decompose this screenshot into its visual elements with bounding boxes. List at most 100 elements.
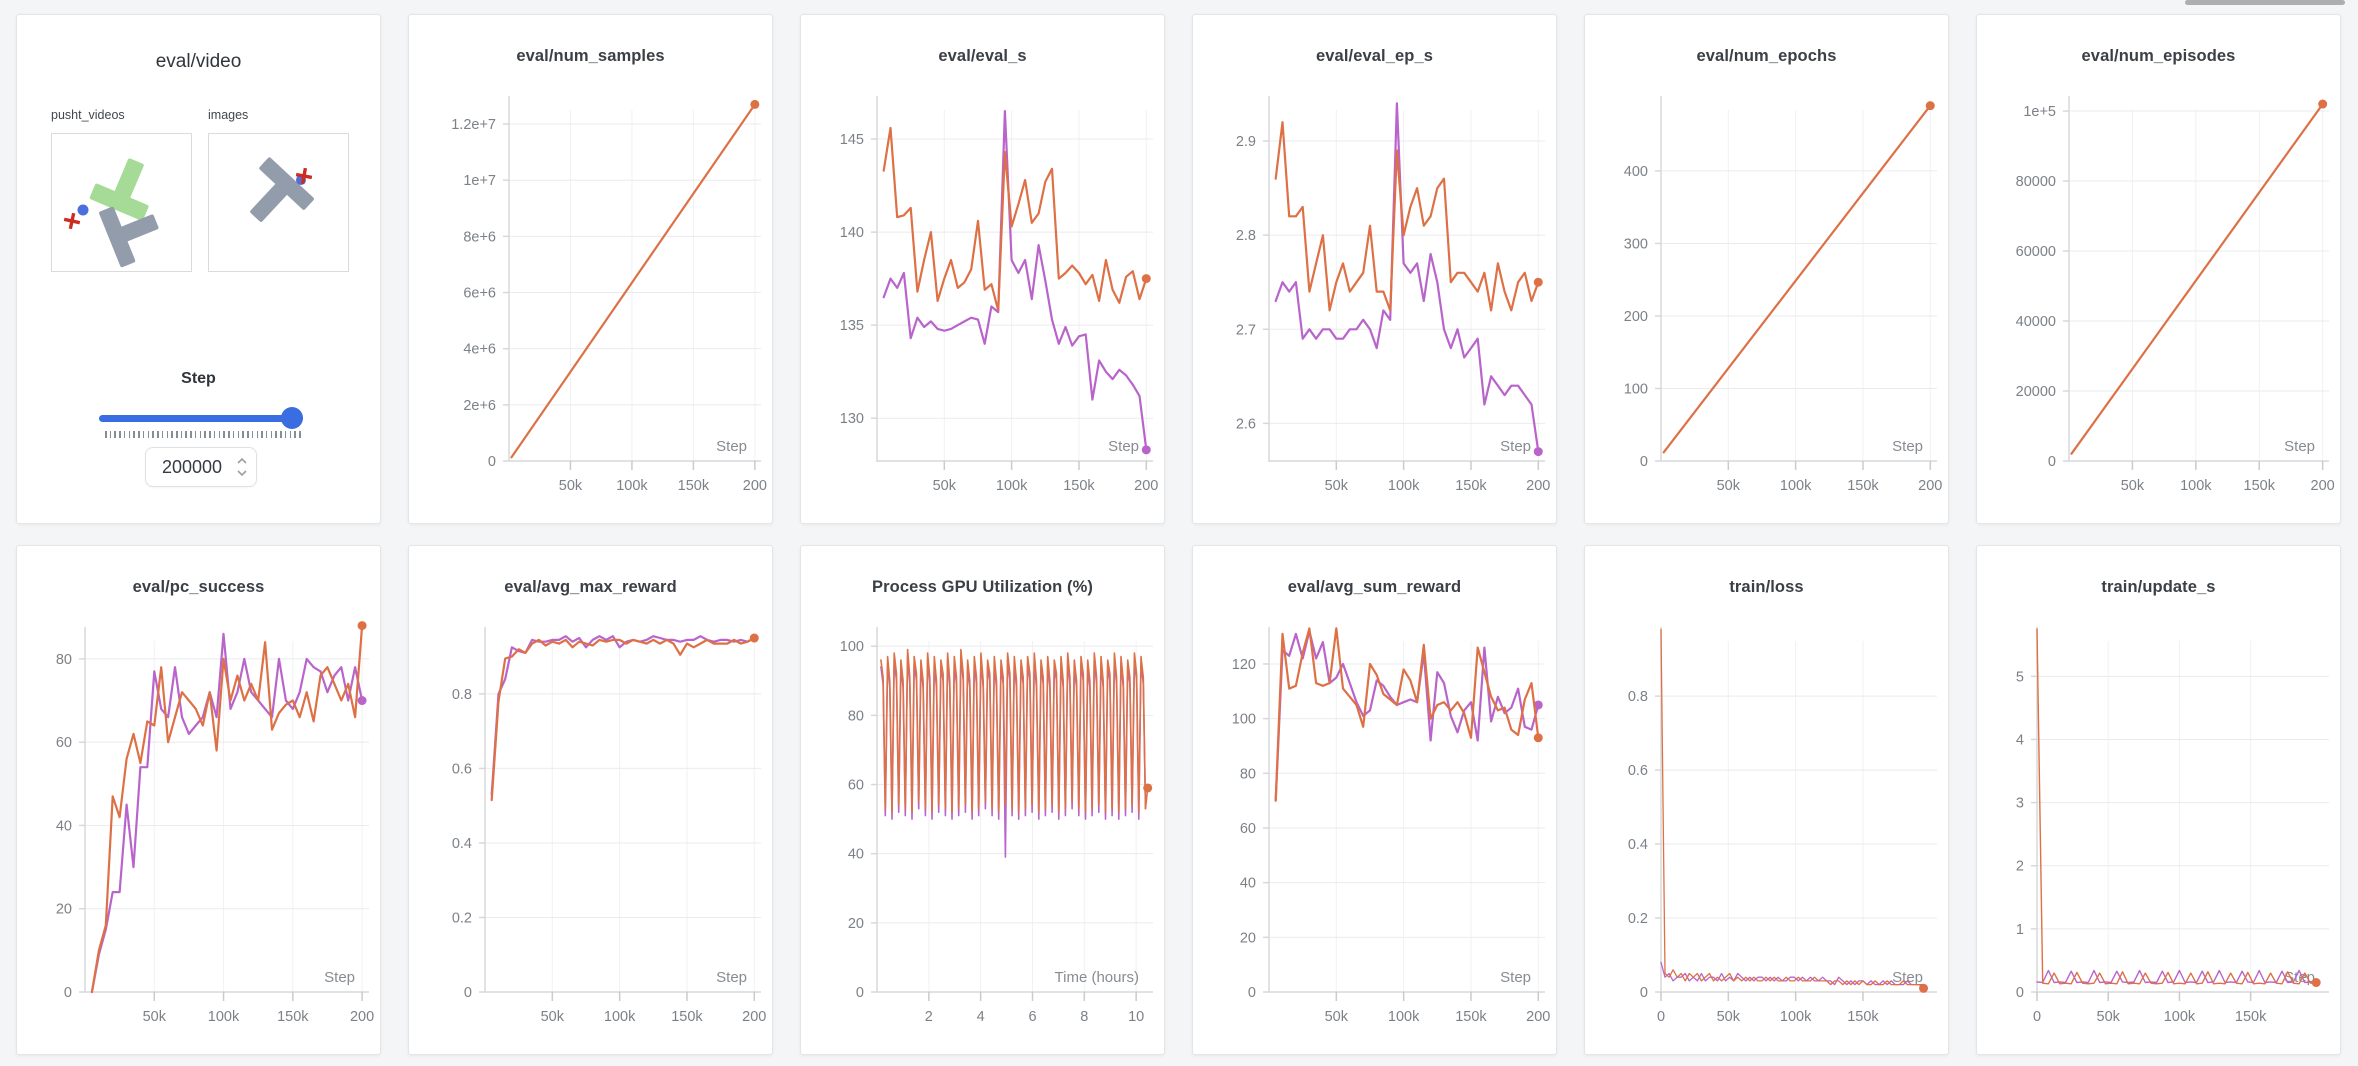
svg-text:50k: 50k [2121, 478, 2145, 494]
panel-eval-num-episodes: eval/num_episodes 0 20000 40000 60000 80000 1… [1976, 14, 2341, 524]
svg-text:50k: 50k [1717, 1009, 1741, 1025]
media-group-label: pusht_videos [51, 108, 125, 122]
line-chart[interactable]: 0 0.2 0.4 0.6 0.8 50k 100k 150k 200 Step [409, 611, 774, 1056]
panel-train-update-s: train/update_s 0 1 2 3 4 5 0 50k 100k 150k Step [1976, 545, 2341, 1055]
svg-text:200: 200 [1624, 309, 1648, 325]
svg-text:5: 5 [2016, 669, 2024, 685]
svg-text:8e+6: 8e+6 [463, 229, 496, 245]
svg-text:8: 8 [1080, 1009, 1088, 1025]
svg-text:Step: Step [1892, 438, 1923, 455]
target-cross [63, 212, 81, 230]
svg-text:1.2e+7: 1.2e+7 [451, 117, 496, 133]
svg-text:200: 200 [2311, 478, 2335, 494]
svg-text:0.6: 0.6 [452, 761, 472, 777]
chart-title: eval/num_samples [516, 47, 665, 65]
svg-text:0: 0 [856, 985, 864, 1001]
svg-text:60000: 60000 [2016, 244, 2056, 260]
svg-text:60: 60 [56, 735, 72, 751]
svg-text:4: 4 [2016, 732, 2024, 748]
svg-text:145: 145 [840, 132, 864, 148]
svg-text:200: 200 [1526, 478, 1550, 494]
svg-text:200: 200 [742, 1009, 766, 1025]
chart-title: train/loss [1729, 578, 1804, 596]
svg-text:150k: 150k [1063, 478, 1095, 494]
stepper-down-icon[interactable] [237, 470, 247, 477]
svg-text:135: 135 [840, 318, 864, 334]
line-chart[interactable]: 0 20 40 60 80 100 120 50k 100k 150k 200 Step [1193, 611, 1558, 1056]
panel-eval-num-epochs: eval/num_epochs 0 100 200 300 400 50k 100k 150k… [1584, 14, 1949, 524]
svg-text:Step: Step [1500, 969, 1531, 986]
chart-title: eval/eval_s [938, 47, 1027, 65]
svg-text:150k: 150k [1455, 1009, 1487, 1025]
svg-text:150k: 150k [1847, 478, 1879, 494]
green-t-shape [89, 158, 149, 221]
line-chart[interactable]: 0 0.2 0.4 0.6 0.8 0 50k 100k 150k Step [1585, 611, 1950, 1056]
svg-text:Step: Step [324, 969, 355, 986]
svg-text:0: 0 [464, 985, 472, 1001]
line-chart[interactable]: 0 20000 40000 60000 80000 1e+5 50k 100k 150k 200 S… [1977, 80, 2342, 525]
svg-text:150k: 150k [277, 1009, 309, 1025]
svg-text:2: 2 [2016, 859, 2024, 875]
step-value[interactable]: 200000 [161, 457, 223, 477]
step-slider[interactable] [99, 407, 303, 431]
svg-text:100: 100 [1232, 712, 1256, 728]
svg-text:4e+6: 4e+6 [463, 342, 496, 358]
svg-text:0: 0 [64, 985, 72, 1001]
svg-text:3: 3 [2016, 796, 2024, 812]
panel-eval-avg-max-reward: eval/avg_max_reward 0 0.2 0.4 0.6 0.8 50k 100k… [408, 545, 773, 1055]
svg-text:20: 20 [1240, 930, 1256, 946]
svg-text:50k: 50k [541, 1009, 565, 1025]
line-chart[interactable]: 0 20 40 60 80 50k 100k 150k 200 Step [17, 611, 382, 1056]
step-slider-handle[interactable] [281, 407, 303, 429]
stepper-up-icon[interactable] [237, 457, 247, 464]
svg-text:0: 0 [2033, 1009, 2041, 1025]
svg-text:0: 0 [1248, 985, 1256, 1001]
line-chart[interactable]: 2.6 2.7 2.8 2.9 50k 100k 150k 200 Step [1193, 80, 1558, 525]
video-thumbnail-pusht[interactable] [51, 133, 192, 272]
svg-text:150k: 150k [671, 1009, 703, 1025]
line-chart[interactable]: 0 20 40 60 80 100 2 4 6 8 10 Time (hours) [801, 611, 1166, 1056]
line-chart[interactable]: 0 100 200 300 400 50k 100k 150k 200 Step [1585, 80, 1950, 525]
line-chart[interactable]: 0 2e+6 4e+6 6e+6 8e+6 1e+7 1.2e+7 50k 100k 150k 20… [409, 80, 774, 525]
media-panel-title: eval/video [155, 51, 242, 72]
chart-title: eval/avg_sum_reward [1287, 578, 1462, 596]
svg-text:100k: 100k [616, 478, 648, 494]
svg-text:4: 4 [977, 1009, 985, 1025]
svg-text:200: 200 [1134, 478, 1158, 494]
svg-text:100k: 100k [1388, 1009, 1420, 1025]
svg-text:0: 0 [2048, 454, 2056, 470]
svg-text:1: 1 [2016, 922, 2024, 938]
svg-text:0: 0 [2016, 985, 2024, 1001]
svg-text:100k: 100k [996, 478, 1028, 494]
step-slider-track[interactable] [99, 415, 303, 422]
image-thumbnail[interactable] [208, 133, 349, 272]
panel-eval-video: eval/video pusht_videos images [16, 14, 381, 524]
svg-text:150k: 150k [2235, 1009, 2267, 1025]
svg-text:80: 80 [1240, 766, 1256, 782]
svg-text:0.4: 0.4 [1628, 837, 1648, 853]
svg-text:20: 20 [56, 902, 72, 918]
svg-text:100k: 100k [2180, 478, 2212, 494]
horizontal-scrollbar-thumb[interactable] [2185, 0, 2345, 5]
line-chart[interactable]: 130 135 140 145 50k 100k 150k 200 Step [801, 80, 1166, 525]
svg-text:0: 0 [1640, 454, 1648, 470]
svg-text:100k: 100k [1780, 478, 1812, 494]
svg-text:150k: 150k [678, 478, 710, 494]
svg-text:20: 20 [848, 916, 864, 932]
svg-text:50k: 50k [933, 478, 957, 494]
svg-text:80: 80 [56, 652, 72, 668]
svg-text:Step: Step [1108, 438, 1139, 455]
images-scene-graphic [250, 157, 314, 222]
svg-text:2.9: 2.9 [1236, 134, 1256, 150]
svg-text:80: 80 [848, 708, 864, 724]
step-value-input[interactable]: 200000 [145, 447, 257, 487]
panel-eval-eval-ep-s: eval/eval_ep_s 2.6 2.7 2.8 2.9 50k 100k 150k 20… [1192, 14, 1557, 524]
pusht-scene-graphic [63, 158, 159, 268]
target-cross [295, 167, 313, 185]
svg-text:100: 100 [840, 639, 864, 655]
stepper-icons[interactable] [236, 456, 248, 478]
svg-text:150k: 150k [1455, 478, 1487, 494]
svg-text:60: 60 [1240, 821, 1256, 837]
chart-title: Process GPU Utilization (%) [872, 578, 1093, 596]
